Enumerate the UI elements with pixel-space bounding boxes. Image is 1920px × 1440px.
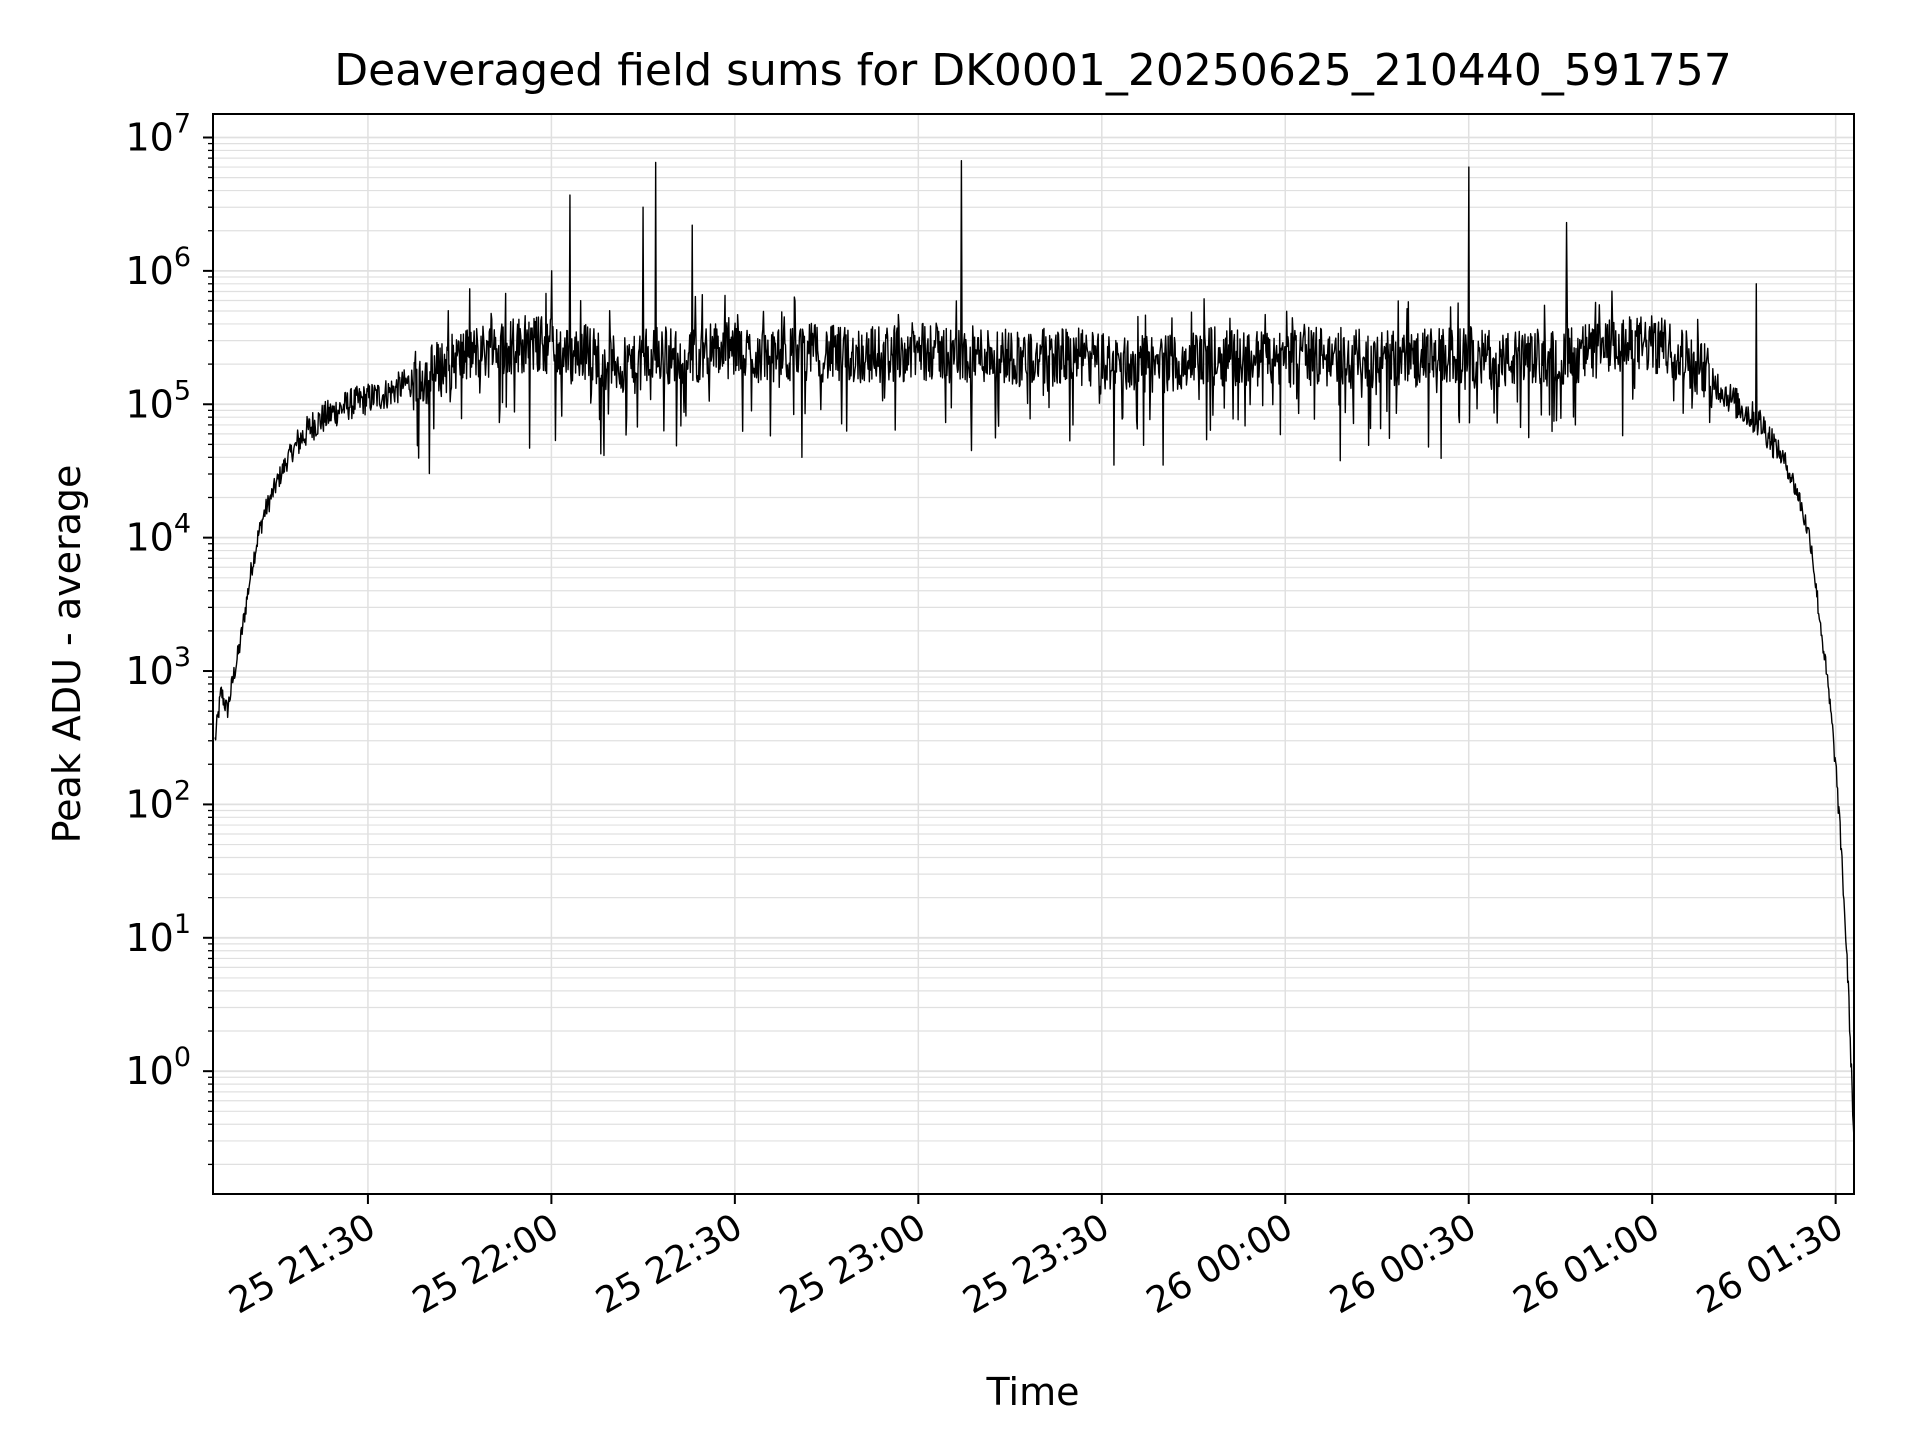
plot-frame — [212, 113, 1855, 1195]
y-tick-base: 10 — [125, 382, 173, 426]
y-tick-exponent: 4 — [174, 509, 191, 540]
y-tick-label: 104 — [125, 509, 191, 560]
y-tick-exponent: 1 — [174, 909, 191, 940]
y-tick-label: 102 — [125, 775, 191, 826]
grid — [208, 114, 1854, 1194]
y-tick-label: 106 — [125, 242, 191, 293]
x-axis-label: Time — [986, 1370, 1080, 1414]
y-tick-label: 101 — [125, 909, 191, 960]
chart-title: Deaveraged field sums for DK0001_2025062… — [334, 45, 1732, 96]
y-tick-base: 10 — [125, 115, 173, 159]
y-tick-base: 10 — [125, 516, 173, 560]
y-tick-base: 10 — [125, 916, 173, 960]
y-tick-label: 105 — [125, 375, 191, 426]
y-axis-label: Peak ADU - average — [45, 465, 89, 844]
series-path — [214, 159, 1855, 1140]
y-tick-exponent: 7 — [174, 108, 191, 139]
y-tick-exponent: 2 — [174, 775, 191, 806]
y-tick-base: 10 — [125, 649, 173, 693]
y-tick-exponent: 5 — [174, 375, 191, 406]
y-tick-label: 107 — [125, 108, 191, 159]
y-tick-exponent: 3 — [174, 642, 191, 673]
y-tick-label: 103 — [125, 642, 191, 693]
series-line — [214, 159, 1855, 1140]
y-tick-base: 10 — [125, 1049, 173, 1093]
y-tick-base: 10 — [125, 249, 173, 293]
y-tick-base: 10 — [125, 782, 173, 826]
y-tick-exponent: 6 — [174, 242, 191, 273]
y-tick-label: 100 — [125, 1042, 191, 1093]
y-tick-exponent: 0 — [174, 1042, 191, 1073]
